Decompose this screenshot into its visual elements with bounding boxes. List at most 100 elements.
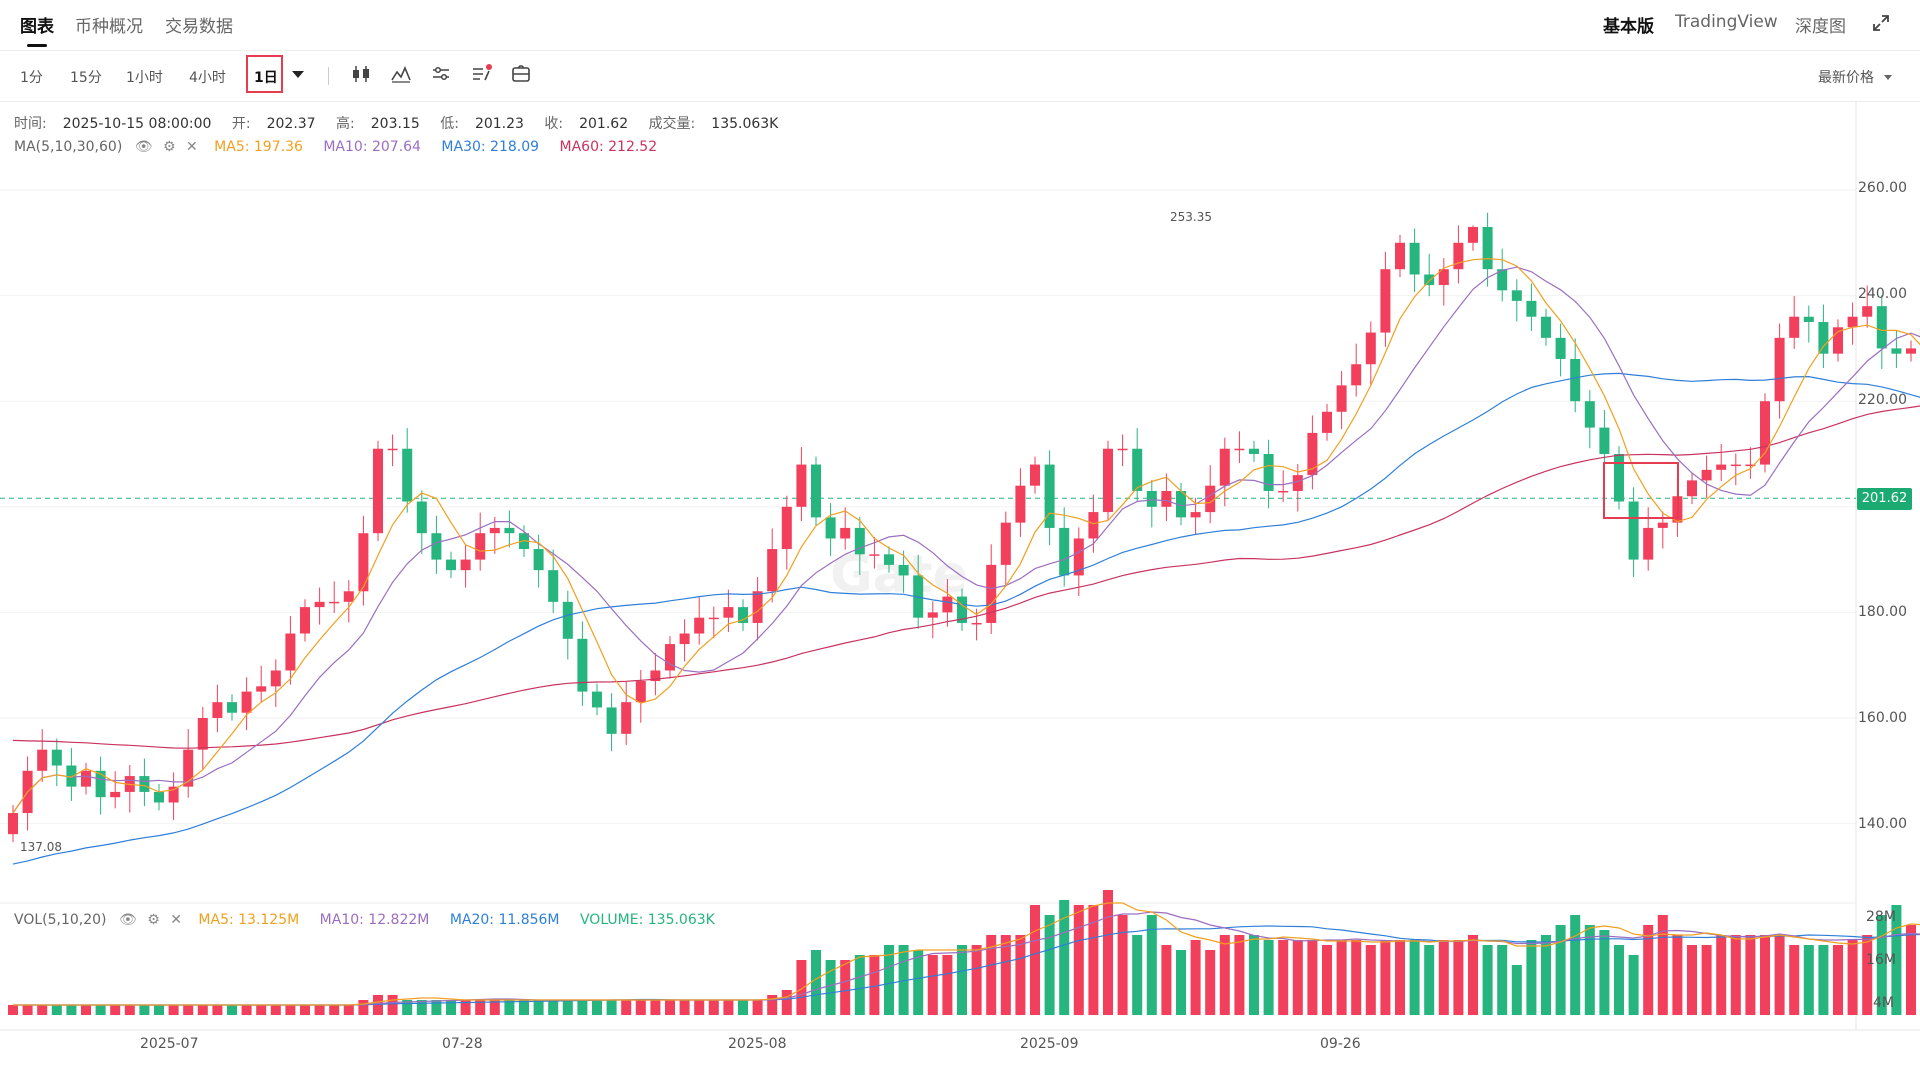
volume-bar [1088, 905, 1099, 1015]
tab-basic[interactable]: 基本版 [1603, 17, 1654, 37]
tab-chart[interactable]: 图表 [20, 17, 54, 37]
volume-bar [139, 1005, 150, 1015]
vol-settings-icon[interactable]: ⚙ [147, 912, 160, 928]
volume-bar [1117, 915, 1128, 1015]
vol-close-icon[interactable]: ✕ [170, 912, 182, 928]
volume-bar [942, 955, 953, 1015]
volume-bar [95, 1005, 106, 1015]
candle-body [1395, 242, 1405, 270]
tab-tradingview[interactable]: TradingView [1675, 12, 1778, 32]
interval-1m[interactable]: 1分 [20, 70, 43, 86]
volume-bar [840, 960, 851, 1015]
volume-bar [1161, 945, 1172, 1015]
settings-sliders-icon[interactable] [430, 63, 452, 85]
ma10-value: MA10: 207.64 [323, 139, 421, 155]
volume-bar [66, 1005, 77, 1015]
tab-trade-data[interactable]: 交易数据 [165, 17, 233, 37]
candle-body [460, 559, 471, 571]
candle-body [854, 527, 865, 555]
candle-body [1730, 464, 1741, 467]
eye-icon[interactable]: 👁 [134, 139, 153, 155]
indicator-icon[interactable] [390, 63, 412, 85]
volume-bar [1687, 945, 1697, 1015]
candle-body [37, 749, 48, 771]
interval-15m[interactable]: 15分 [70, 70, 102, 86]
volume-bar [621, 1000, 632, 1015]
ohlc-readout: 时间: 2025-10-15 08:00:00 开: 202.37 高: 203.15… [14, 116, 779, 132]
settings-icon[interactable]: ⚙ [162, 139, 176, 155]
candle-body [1716, 464, 1727, 470]
candle-body [1862, 306, 1873, 317]
volume-bar [1599, 930, 1610, 1015]
volume-bar [650, 1000, 661, 1015]
volume-bar [1351, 940, 1362, 1015]
candle-body [66, 765, 77, 787]
vol-legend: VOL(5,10,20) 👁 ⚙ ✕ MA5: 13.125M MA10: 12… [14, 912, 731, 928]
candle-body [22, 770, 33, 814]
volume-bar [270, 1005, 281, 1015]
volume-bar [314, 1005, 325, 1015]
interval-dropdown-icon[interactable] [292, 71, 304, 78]
candle-body [314, 601, 325, 608]
volume-bar [1322, 945, 1332, 1015]
volume-bar [256, 1005, 267, 1015]
close-icon[interactable]: ✕ [185, 139, 198, 155]
max-price-label: 253.35 [1170, 210, 1212, 224]
ohlc-low: 201.23 [474, 116, 524, 132]
interval-1d[interactable]: 1日 [254, 70, 278, 86]
price-type-dropdown-icon[interactable] [1884, 75, 1892, 80]
price-type-selector[interactable]: 最新价格 [1818, 70, 1874, 86]
volume-bar [1336, 940, 1347, 1015]
candlestick-type-icon[interactable] [350, 63, 372, 85]
candle-body [1103, 448, 1113, 513]
watermark: Gate [830, 545, 968, 605]
candle-body [446, 559, 456, 571]
volume-bar [212, 1005, 223, 1015]
volume-bar [1073, 905, 1084, 1015]
candle-body [1906, 348, 1916, 354]
candle-body [1774, 337, 1785, 402]
interval-1h[interactable]: 1小时 [126, 70, 163, 86]
volume-bar [869, 955, 880, 1015]
snapshot-icon[interactable] [510, 63, 532, 85]
volume-bar [1818, 945, 1829, 1015]
tab-depth[interactable]: 深度图 [1795, 17, 1846, 37]
candle-body [1657, 522, 1668, 528]
volume-bar [1365, 945, 1376, 1015]
ohlc-close: 201.62 [579, 116, 629, 132]
volume-bar [592, 1000, 602, 1015]
candle-body [212, 702, 223, 718]
candle-body [1818, 322, 1829, 354]
candle-body [1219, 448, 1230, 486]
ma60-line [12, 405, 1920, 749]
price-axis-label: 240.00 [1858, 286, 1907, 302]
volume-bar [446, 1000, 456, 1015]
drawing-tools-icon[interactable] [470, 63, 492, 85]
volume-bar [1584, 925, 1595, 1015]
candle-body [1584, 401, 1595, 428]
volume-bar [1526, 940, 1537, 1015]
candle-body [1570, 358, 1581, 402]
date-axis-label: 2025-07 [140, 1036, 199, 1052]
vol-ma10-value: MA10: 12.822M [319, 912, 430, 928]
candle-body [1088, 512, 1099, 539]
volume-bar [475, 1000, 486, 1015]
candle-body [1234, 448, 1245, 451]
volume-bar [1307, 940, 1318, 1015]
candle-body [1365, 332, 1376, 365]
candle-body [1015, 485, 1026, 523]
volume-bar [1672, 935, 1683, 1015]
volume-bar [241, 1005, 252, 1015]
volume-bar [927, 955, 938, 1015]
volume-bar [183, 1005, 194, 1015]
candle-body [1876, 306, 1887, 349]
tab-coin-overview[interactable]: 币种概况 [75, 17, 143, 37]
ohlc-time: 2025-10-15 08:00:00 [62, 116, 212, 132]
volume-bar [154, 1005, 164, 1015]
volume-bar [519, 1000, 529, 1015]
fullscreen-icon[interactable] [1872, 14, 1890, 32]
vol-eye-icon[interactable]: 👁 [118, 912, 137, 928]
volume-bar [562, 1000, 573, 1015]
volume-bar [1774, 935, 1785, 1015]
interval-4h[interactable]: 4小时 [189, 70, 226, 86]
